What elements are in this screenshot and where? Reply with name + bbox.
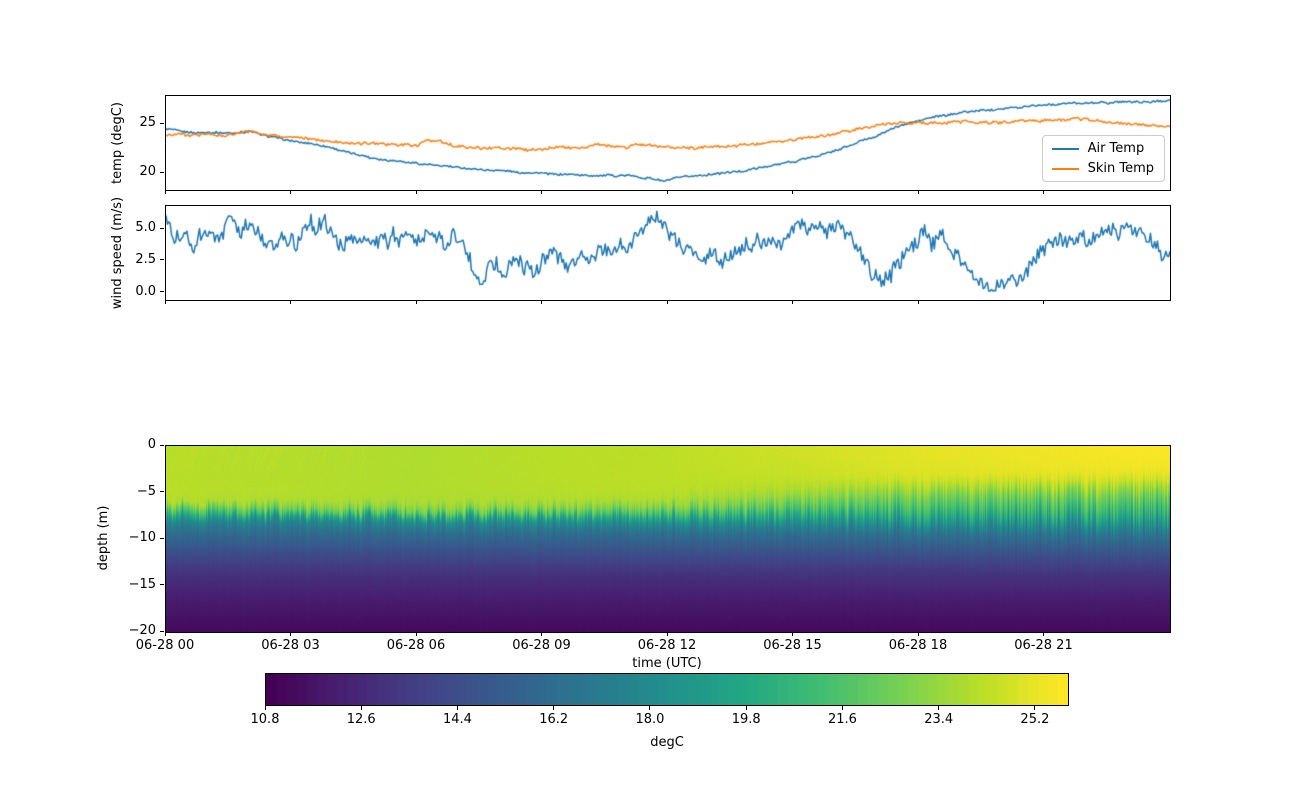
- wind-ytick-mark: [160, 291, 164, 293]
- heat-ytick-label: −10: [128, 530, 156, 545]
- temp-xtick-mark: [415, 190, 417, 194]
- temp-xtick-mark: [1043, 190, 1044, 194]
- wind-xtick-mark: [792, 300, 793, 304]
- time-xtick-label: 06-28 12: [637, 638, 697, 653]
- colorbar-label: degC: [650, 735, 684, 750]
- wind-ytick-mark: [160, 227, 164, 229]
- heat-ytick-label: −5: [136, 483, 156, 499]
- colorbar-tick-label: 10.8: [250, 712, 280, 727]
- heatmap-canvas: [166, 446, 1170, 632]
- heat-xtick-mark: [666, 632, 668, 636]
- heat-xtick-mark: [164, 632, 166, 636]
- temp-series-canvas: [166, 96, 1170, 190]
- wind-xtick-mark: [666, 300, 668, 304]
- colorbar-tick-label: 23.4: [924, 712, 954, 727]
- colorbar-tick-mark: [938, 706, 940, 710]
- temp-ytick-label: 20: [139, 164, 156, 180]
- colorbar-canvas: [266, 674, 1068, 705]
- colorbar-tick-mark: [264, 706, 266, 710]
- time-xtick-label: 06-28 06: [386, 638, 446, 653]
- colorbar-tick-label: 25.2: [1020, 712, 1050, 727]
- time-xtick-label: 06-28 15: [763, 638, 822, 653]
- temp-ytick-label: 25: [139, 115, 156, 131]
- colorbar-tick-mark: [841, 706, 843, 710]
- time-xtick-label: 06-28 03: [261, 638, 320, 653]
- colorbar-tick-label: 18.0: [635, 712, 665, 727]
- wind-xtick-mark: [1043, 300, 1044, 304]
- heat-xtick-mark: [792, 632, 793, 636]
- colorbar-tick-mark: [649, 706, 651, 710]
- depth-temp-heatmap: [165, 445, 1171, 633]
- colorbar-tick-mark: [1034, 706, 1036, 710]
- temp-xtick-mark: [792, 190, 793, 194]
- colorbar-tick-mark: [553, 706, 555, 710]
- time-xtick-label: 06-28 21: [1014, 638, 1073, 653]
- temp-plot: Air Temp Skin Temp: [165, 95, 1171, 191]
- heat-ytick-mark: [160, 584, 164, 585]
- time-xtick-label: 06-28 18: [888, 638, 948, 653]
- wind-series-canvas: [166, 206, 1170, 300]
- colorbar-tick-label: 16.2: [539, 712, 569, 727]
- temp-xtick-mark: [541, 190, 542, 194]
- heat-xtick-mark: [917, 632, 919, 636]
- wind-ytick-mark: [160, 259, 164, 261]
- time-xlabel: time (UTC): [632, 656, 702, 671]
- colorbar-tick-mark: [745, 706, 747, 710]
- heat-ytick-mark: [160, 444, 164, 446]
- temp-xtick-mark: [290, 190, 291, 194]
- temp-xtick-mark: [917, 190, 919, 194]
- heat-ytick-label: −20: [128, 623, 156, 638]
- heat-xtick-mark: [1043, 632, 1044, 636]
- colorbar: [265, 673, 1069, 706]
- heat-xtick-mark: [541, 632, 542, 636]
- wind-xtick-mark: [290, 300, 291, 304]
- heat-xtick-mark: [415, 632, 417, 636]
- wind-xtick-mark: [415, 300, 417, 304]
- wind-ytick-label: 0.0: [135, 283, 156, 299]
- legend: Air Temp Skin Temp: [1041, 135, 1165, 182]
- wind-xtick-mark: [917, 300, 919, 304]
- heat-ytick-mark: [160, 537, 164, 539]
- colorbar-tick-label: 21.6: [827, 712, 857, 727]
- colorbar-tick-label: 14.4: [442, 712, 472, 727]
- temp-ytick-mark: [160, 171, 164, 173]
- heat-ytick-mark: [160, 491, 164, 492]
- wind-ytick-label: 5.0: [135, 220, 156, 236]
- skin-temp-line-swatch: [1051, 167, 1079, 170]
- temp-xtick-mark: [164, 190, 166, 194]
- wind-xtick-mark: [541, 300, 542, 304]
- colorbar-tick-mark: [360, 706, 362, 710]
- heat-xtick-mark: [290, 632, 291, 636]
- legend-item-skin-temp: Skin Temp: [1051, 161, 1154, 176]
- colorbar-tick-mark: [456, 706, 458, 710]
- heat-ytick-mark: [160, 630, 164, 632]
- legend-label-air-temp: Air Temp: [1087, 141, 1145, 156]
- wind-ytick-label: 2.5: [135, 251, 156, 267]
- time-xtick-label: 06-28 09: [512, 638, 571, 653]
- wind-xtick-mark: [164, 300, 166, 304]
- legend-item-air-temp: Air Temp: [1051, 141, 1154, 156]
- temp-ytick-mark: [160, 122, 164, 124]
- air-temp-line-swatch: [1051, 147, 1079, 150]
- heat-ytick-label: 0: [147, 437, 156, 452]
- colorbar-tick-label: 19.8: [731, 712, 761, 727]
- heat-ytick-label: −15: [128, 576, 156, 592]
- time-xtick-label: 06-28 00: [135, 638, 195, 653]
- legend-label-skin-temp: Skin Temp: [1087, 161, 1154, 176]
- temp-xtick-mark: [666, 190, 668, 194]
- colorbar-tick-label: 12.6: [346, 712, 376, 727]
- wind-plot: [165, 205, 1171, 301]
